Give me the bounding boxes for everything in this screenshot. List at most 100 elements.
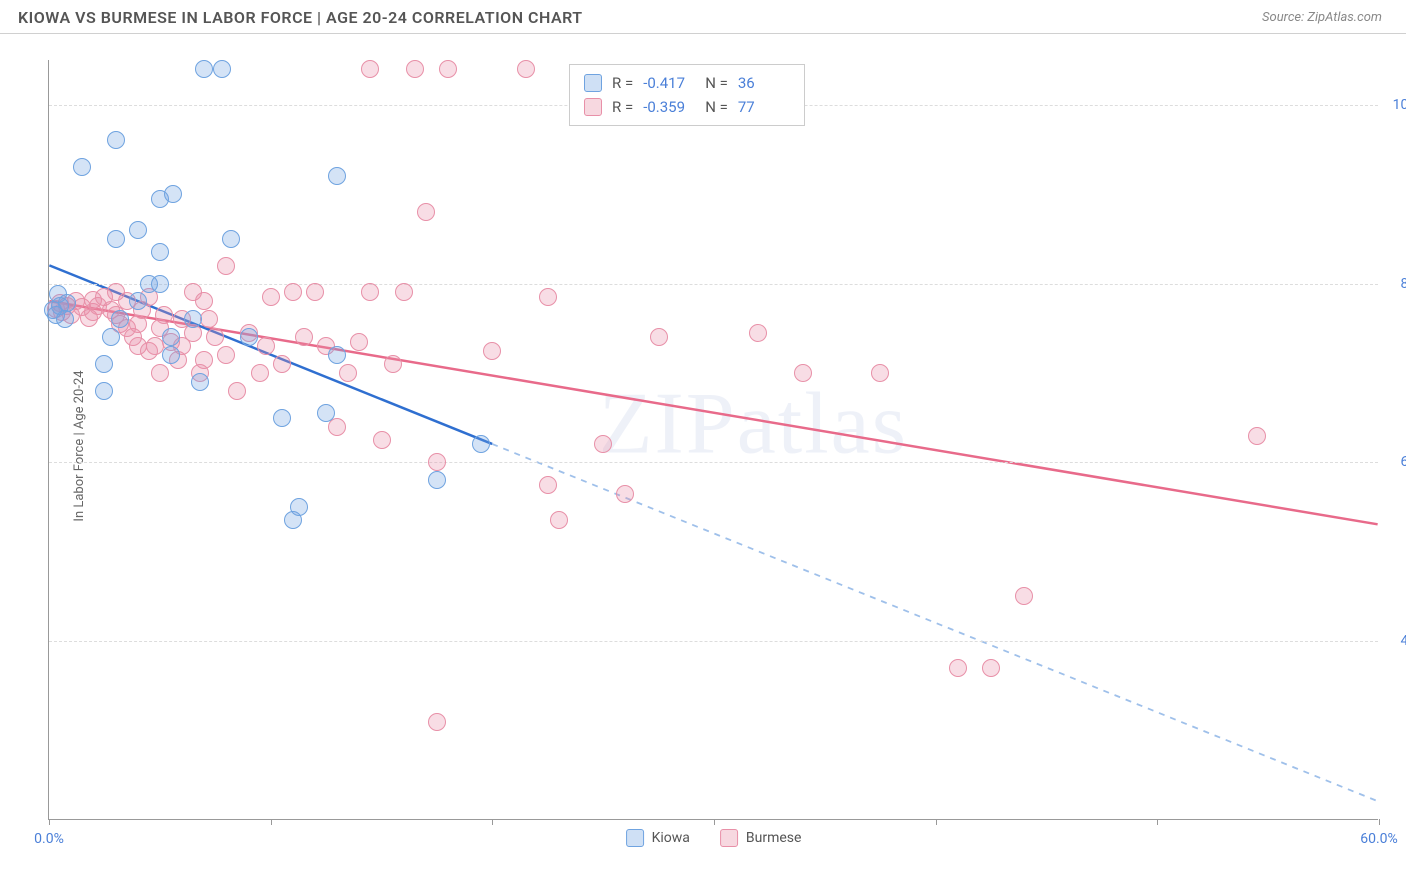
y-tick-label: 100.0% [1383, 97, 1406, 113]
scatter-point-burmese [217, 346, 235, 364]
stat-r-label: R = [612, 71, 633, 95]
scatter-point-burmese [195, 351, 213, 369]
legend-swatch [584, 74, 602, 92]
scatter-point-kiowa [195, 60, 213, 78]
x-tick [271, 819, 272, 825]
scatter-point-burmese [794, 364, 812, 382]
scatter-point-burmese [217, 257, 235, 275]
scatter-point-kiowa [164, 185, 182, 203]
scatter-point-burmese [273, 355, 291, 373]
scatter-point-burmese [284, 283, 302, 301]
stat-n-value: 77 [738, 95, 790, 119]
scatter-point-burmese [749, 324, 767, 342]
scatter-point-kiowa [240, 328, 258, 346]
scatter-point-kiowa [129, 221, 147, 239]
legend-swatch [626, 829, 644, 847]
scatter-point-kiowa [49, 285, 67, 303]
scatter-point-burmese [1248, 427, 1266, 445]
chart-header: KIOWA VS BURMESE IN LABOR FORCE | AGE 20… [0, 0, 1406, 34]
scatter-point-burmese [295, 328, 313, 346]
scatter-point-burmese [616, 485, 634, 503]
bottom-legend: Kiowa Burmese [616, 827, 812, 849]
scatter-point-kiowa [73, 158, 91, 176]
y-tick-label: 80.0% [1383, 276, 1406, 292]
grid-line-h [49, 284, 1378, 285]
stat-n-label: N = [705, 95, 728, 119]
x-tick [492, 819, 493, 825]
stats-row: R = -0.359 N = 77 [584, 95, 790, 119]
scatter-point-burmese [982, 659, 1000, 677]
scatter-point-kiowa [151, 243, 169, 261]
legend-swatch [584, 98, 602, 116]
scatter-point-burmese [517, 60, 535, 78]
scatter-point-burmese [339, 364, 357, 382]
scatter-point-burmese [949, 659, 967, 677]
stats-row: R = -0.417 N = 36 [584, 71, 790, 95]
scatter-point-kiowa [129, 292, 147, 310]
scatter-point-kiowa [162, 328, 180, 346]
scatter-point-burmese [151, 364, 169, 382]
scatter-point-burmese [350, 333, 368, 351]
scatter-point-burmese [306, 283, 324, 301]
legend-label: Burmese [746, 830, 802, 846]
stat-r-label: R = [612, 95, 633, 119]
legend-swatch [720, 829, 738, 847]
scatter-point-kiowa [290, 498, 308, 516]
scatter-point-kiowa [222, 230, 240, 248]
scatter-point-kiowa [102, 328, 120, 346]
stat-r-value: -0.417 [643, 71, 695, 95]
scatter-point-burmese [200, 310, 218, 328]
legend-label: Kiowa [652, 830, 690, 846]
scatter-point-burmese [228, 382, 246, 400]
scatter-point-burmese [417, 203, 435, 221]
scatter-point-kiowa [151, 275, 169, 293]
y-tick-label: 40.0% [1383, 633, 1406, 649]
scatter-point-kiowa [317, 404, 335, 422]
scatter-point-kiowa [213, 60, 231, 78]
scatter-point-burmese [406, 60, 424, 78]
scatter-point-kiowa [191, 373, 209, 391]
scatter-point-burmese [251, 364, 269, 382]
scatter-point-burmese [373, 431, 391, 449]
grid-line-h [49, 462, 1378, 463]
scatter-point-burmese [428, 713, 446, 731]
scatter-point-burmese [539, 476, 557, 494]
plot-area: ZIPatlas 40.0%60.0%80.0%100.0%0.0%60.0%R… [48, 60, 1378, 820]
x-tick-label: 0.0% [34, 831, 64, 847]
x-tick [49, 819, 50, 825]
y-tick-label: 60.0% [1383, 454, 1406, 470]
scatter-point-kiowa [56, 310, 74, 328]
scatter-point-kiowa [111, 310, 129, 328]
x-tick [714, 819, 715, 825]
source-attribution: Source: ZipAtlas.com [1262, 10, 1382, 25]
scatter-point-kiowa [273, 409, 291, 427]
watermark-text: ZIPatlas [599, 374, 908, 475]
scatter-point-kiowa [95, 382, 113, 400]
scatter-point-kiowa [107, 230, 125, 248]
scatter-point-burmese [428, 453, 446, 471]
trend-lines-svg [49, 60, 1378, 819]
legend-item: Kiowa [626, 829, 690, 847]
correlation-stats-box: R = -0.417 N = 36 R = -0.359 N = 77 [569, 64, 805, 126]
scatter-point-burmese [195, 292, 213, 310]
x-tick [1379, 819, 1380, 825]
scatter-point-burmese [871, 364, 889, 382]
scatter-point-burmese [395, 283, 413, 301]
scatter-point-burmese [594, 435, 612, 453]
stat-r-value: -0.359 [643, 95, 695, 119]
x-tick [1157, 819, 1158, 825]
scatter-point-burmese [539, 288, 557, 306]
scatter-point-burmese [483, 342, 501, 360]
scatter-point-kiowa [328, 167, 346, 185]
scatter-point-kiowa [472, 435, 490, 453]
scatter-point-burmese [361, 60, 379, 78]
stat-n-label: N = [705, 71, 728, 95]
scatter-point-burmese [206, 328, 224, 346]
scatter-point-burmese [1015, 587, 1033, 605]
stat-n-value: 36 [738, 71, 790, 95]
scatter-point-burmese [650, 328, 668, 346]
x-tick [936, 819, 937, 825]
scatter-point-kiowa [328, 346, 346, 364]
grid-line-h [49, 641, 1378, 642]
scatter-point-burmese [384, 355, 402, 373]
